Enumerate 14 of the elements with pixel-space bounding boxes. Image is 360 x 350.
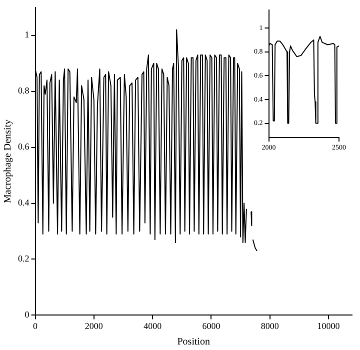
- x-tick-label: 4000: [144, 320, 162, 331]
- x-tick-label: 10000: [317, 320, 340, 331]
- x-axis-title: Position: [177, 336, 210, 348]
- y-tick-label: 1: [24, 30, 30, 40]
- y-tick-label: 0.4: [18, 198, 30, 208]
- y-tick-label: 0: [24, 310, 30, 320]
- x-tick-label: 6000: [202, 320, 221, 331]
- y-tick-label: 0.8: [18, 86, 30, 96]
- x-tick-label: 8000: [260, 320, 280, 331]
- x-tick-label: 0: [33, 320, 38, 331]
- y-axis-title: Macrophage Density: [2, 120, 14, 204]
- x-tick-label: 2000: [84, 320, 104, 331]
- y-tick-label: 0.2: [18, 254, 30, 264]
- y-tick-label: 0.6: [18, 142, 30, 152]
